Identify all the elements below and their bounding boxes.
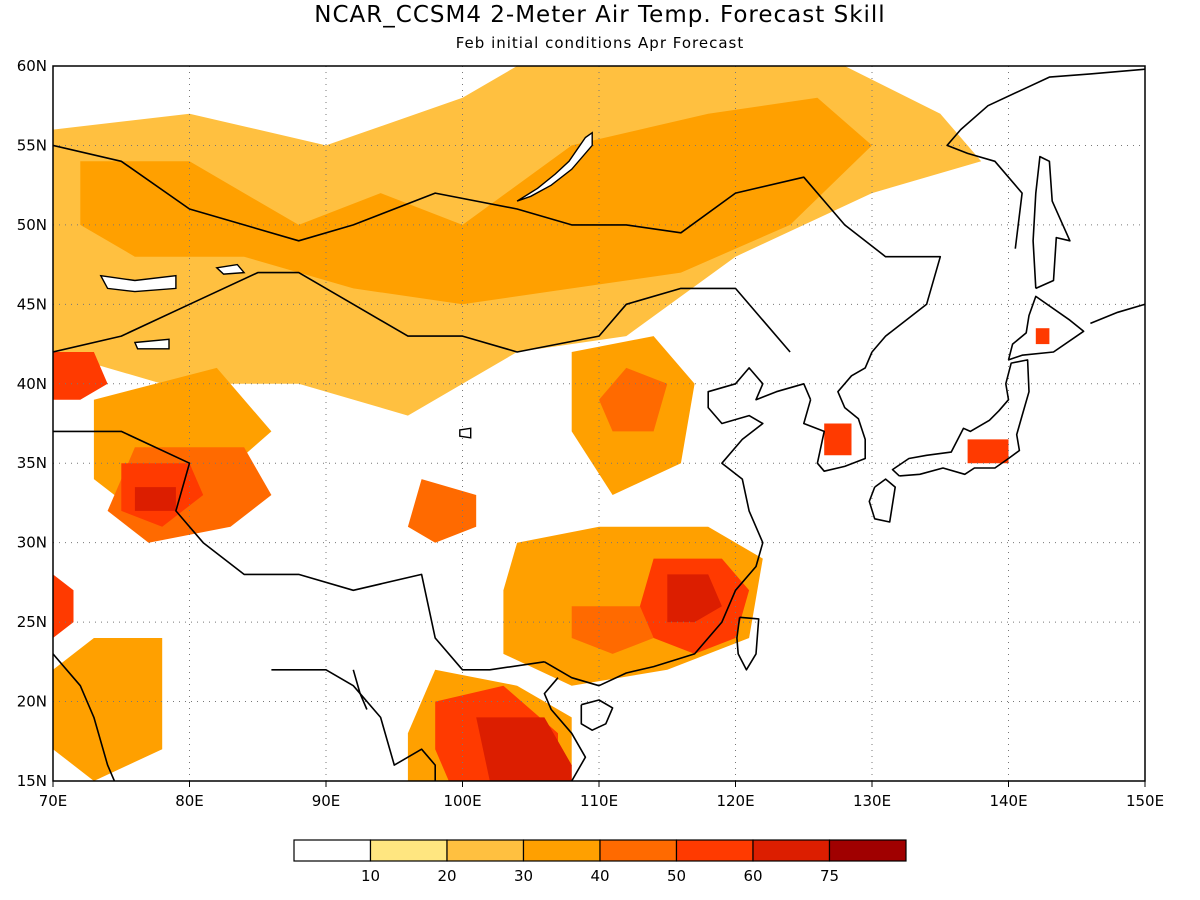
coastline-14 [1032, 155, 1071, 290]
colorbar-label-6: 75 [820, 867, 839, 885]
coastline-6 [543, 367, 812, 687]
colorbar-swatch-2 [446, 839, 525, 862]
lat-label-8: 55N [17, 136, 47, 154]
lat-label-3: 30N [17, 534, 47, 552]
skill-region-20 [667, 574, 722, 623]
skill-shading [53, 66, 1050, 781]
lat-label-5: 40N [17, 375, 47, 393]
skill-region-6 [53, 638, 163, 781]
colorbar-label-2: 30 [514, 867, 533, 885]
longitude-labels: 70E 80E 90E 100E 110E 120E 130E 140E 150E [39, 781, 1164, 810]
lake-2 [133, 338, 170, 350]
colorbar-swatch-6 [752, 839, 831, 862]
colorbar-swatch-1 [369, 839, 448, 862]
coastline-12 [891, 359, 1030, 477]
coastline-4 [271, 668, 437, 781]
colorbar-label-4: 50 [667, 867, 686, 885]
latitude-labels: 15N 20N 25N 30N 35N 40N 45N 50N 55N 60N [17, 57, 47, 790]
lon-label-8: 150E [1126, 792, 1164, 810]
lake-4 [215, 263, 246, 275]
lon-label-4: 110E [580, 792, 618, 810]
skill-region-7 [599, 367, 668, 432]
colorbar-swatch-5 [675, 839, 754, 862]
lon-label-0: 70E [39, 792, 68, 810]
colorbar-label-1: 20 [437, 867, 456, 885]
lon-label-7: 140E [989, 792, 1027, 810]
skill-region-1 [80, 97, 873, 305]
map-subtitle: Feb initial conditions Apr Forecast [455, 34, 745, 52]
coastline-10 [736, 616, 760, 671]
skill-region-16 [824, 423, 852, 456]
skill-region-8 [407, 479, 477, 543]
lon-label-5: 120E [716, 792, 754, 810]
coastline-2 [53, 430, 545, 671]
colorbar-swatch-7 [828, 839, 907, 862]
coastline-1 [53, 271, 791, 353]
coastlines [53, 68, 1145, 781]
colorbar-swatch-4 [599, 839, 678, 862]
lat-label-4: 35N [17, 454, 47, 472]
colorbar-swatch-0 [293, 839, 372, 862]
colorbar-label-3: 40 [590, 867, 609, 885]
skill-region-14 [53, 352, 108, 400]
coastline-15 [946, 68, 1145, 249]
coastline-11 [868, 478, 897, 523]
lat-label-6: 45N [17, 295, 47, 313]
lake-0 [516, 131, 593, 202]
skill-region-19 [476, 717, 572, 781]
coastline-3 [53, 653, 116, 781]
coastline-13 [1007, 295, 1085, 361]
coastline-0 [53, 144, 942, 353]
lat-label-1: 20N [17, 693, 47, 711]
colorbar: 10 20 30 40 50 60 75 [293, 839, 907, 885]
coastline-8 [543, 677, 587, 781]
coastline-9 [580, 699, 614, 732]
skill-region-17 [967, 439, 1009, 464]
lat-label-9: 60N [17, 57, 47, 75]
map-title: NCAR_CCSM4 2-Meter Air Temp. Forecast Sk… [314, 2, 886, 28]
coastline-7 [802, 351, 873, 473]
coastline-16 [1090, 303, 1145, 325]
colorbar-swatch-3 [522, 839, 601, 862]
lon-label-3: 100E [443, 792, 481, 810]
colorbar-label-5: 60 [743, 867, 762, 885]
lake-1 [99, 274, 177, 293]
skill-region-21 [134, 487, 176, 511]
colorbar-label-0: 10 [361, 867, 380, 885]
coastline-17 [352, 669, 368, 710]
lon-label-2: 90E [312, 792, 341, 810]
lat-label-7: 50N [17, 216, 47, 234]
lon-label-1: 80E [175, 792, 204, 810]
lon-label-6: 130E [853, 792, 891, 810]
skill-region-18 [1035, 328, 1050, 345]
skill-region-15 [53, 574, 74, 638]
lake-3 [459, 427, 472, 439]
skill-region-10 [571, 606, 654, 654]
lat-label-0: 15N [17, 772, 47, 790]
lat-label-2: 25N [17, 613, 47, 631]
